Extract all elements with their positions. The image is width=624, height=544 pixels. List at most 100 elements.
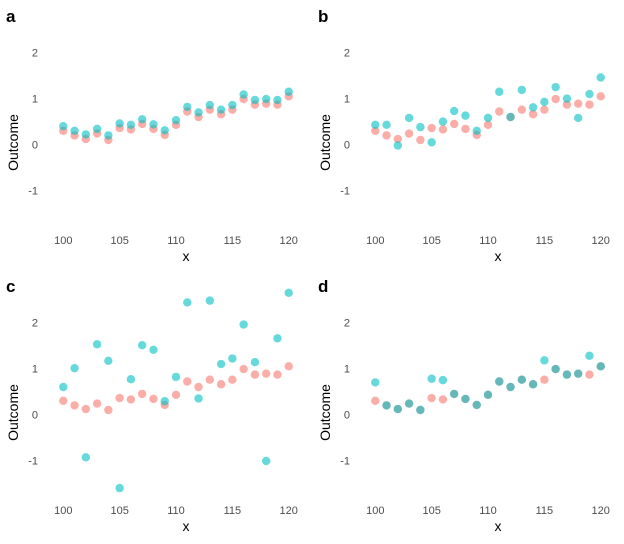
point-teal (472, 400, 481, 410)
point-teal (59, 122, 68, 131)
point-teal (573, 369, 583, 378)
point-red (585, 100, 594, 109)
point-red (517, 105, 527, 114)
point-teal (483, 390, 493, 400)
x-tick-label: 105 (422, 505, 440, 517)
point-teal (183, 102, 192, 112)
point-red (59, 396, 68, 405)
point-red (104, 405, 113, 415)
point-teal (137, 115, 147, 124)
point-teal (183, 298, 192, 307)
panel-label: c (6, 277, 15, 296)
x-tick-label: 115 (536, 235, 554, 247)
point-teal (273, 334, 282, 343)
y-tick-label: 2 (32, 48, 38, 60)
y-tick-label: -1 (340, 186, 350, 198)
y-tick-label: 1 (32, 364, 38, 376)
y-tick-label: 1 (32, 94, 38, 106)
point-teal (393, 141, 403, 150)
point-red (183, 377, 192, 386)
panel-b: b -1 0 1 2 100 105 110 115 120 x Outcome (317, 7, 610, 264)
y-tick-label: 0 (344, 410, 350, 422)
point-teal (160, 397, 169, 406)
x-tick-label: 115 (224, 505, 242, 517)
point-teal (495, 377, 504, 386)
point-teal (137, 340, 147, 350)
point-teal (517, 85, 527, 95)
point-red (551, 94, 560, 104)
point-teal (273, 95, 282, 105)
point-red (137, 389, 147, 399)
y-tick-label: 0 (32, 410, 38, 422)
y-tick-label: 0 (32, 140, 38, 152)
y-tick-label: 0 (344, 140, 350, 152)
x-axis-title: x (183, 518, 190, 534)
x-tick-label: 120 (280, 505, 298, 517)
y-axis-title: Outcome (5, 114, 21, 171)
point-red (81, 404, 91, 414)
point-teal (371, 120, 380, 130)
point-red (115, 393, 124, 403)
y-tick-label: 1 (344, 364, 350, 376)
y-tick-label: 2 (344, 48, 350, 60)
point-teal (506, 112, 515, 122)
point-red (596, 92, 605, 101)
x-axis-title: x (495, 518, 502, 534)
point-teal (596, 362, 605, 371)
point-teal (149, 345, 158, 354)
y-tick-label: 2 (32, 318, 38, 330)
point-teal (416, 122, 425, 132)
point-red (438, 395, 448, 404)
point-teal (216, 105, 226, 114)
point-teal (81, 130, 91, 139)
point-red (438, 125, 448, 134)
panel-label: d (318, 277, 328, 296)
x-tick-label: 100 (54, 505, 72, 517)
x-tick-label: 100 (366, 235, 384, 247)
point-red (449, 119, 459, 129)
point-red (70, 401, 79, 410)
point-teal (126, 375, 136, 384)
point-teal (461, 111, 470, 120)
y-tick-label: 1 (344, 94, 350, 106)
point-teal (438, 117, 448, 126)
point-teal (228, 100, 237, 110)
point-red (540, 375, 549, 384)
panel-label: a (6, 7, 16, 26)
point-teal (562, 370, 572, 379)
point-red (371, 396, 380, 405)
point-teal (149, 120, 158, 129)
point-teal (528, 103, 538, 112)
x-tick-label: 120 (280, 235, 298, 247)
point-teal (81, 453, 91, 462)
point-teal (382, 401, 391, 410)
x-tick-label: 105 (110, 505, 128, 517)
point-teal (115, 119, 124, 128)
point-teal (438, 375, 448, 385)
point-red (194, 382, 203, 392)
point-red (216, 380, 226, 389)
point-red (528, 110, 538, 119)
point-red (171, 390, 181, 400)
point-teal (194, 394, 203, 403)
point-red (483, 120, 493, 130)
point-teal (261, 456, 271, 466)
point-teal (472, 126, 481, 135)
point-teal (59, 382, 68, 392)
point-teal (216, 359, 226, 369)
point-teal (551, 364, 560, 374)
y-axis-title: Outcome (317, 114, 333, 171)
x-tick-label: 110 (167, 235, 185, 247)
point-teal (205, 100, 215, 110)
x-tick-label: 115 (536, 505, 554, 517)
point-teal (393, 404, 403, 414)
point-teal (104, 131, 113, 140)
point-red (404, 129, 414, 138)
point-teal (371, 378, 380, 387)
point-teal (115, 483, 124, 493)
point-teal (382, 120, 391, 130)
y-tick-label: -1 (28, 186, 38, 198)
point-red (427, 123, 436, 133)
point-teal (585, 351, 594, 360)
